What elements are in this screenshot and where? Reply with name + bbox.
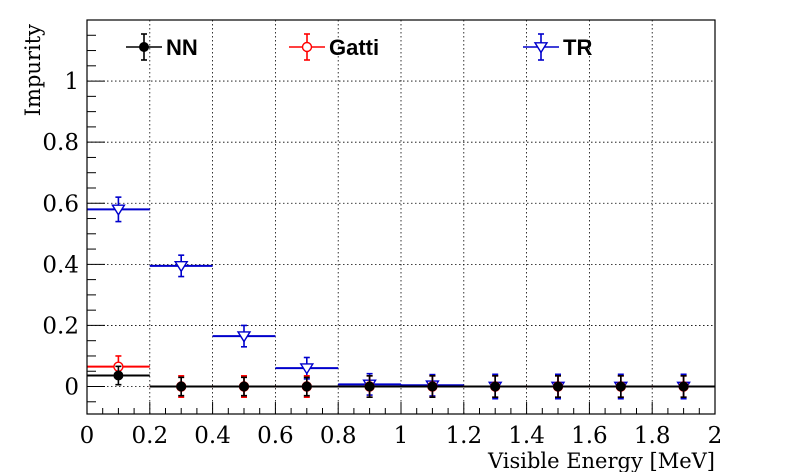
data-point-marker [113,370,124,381]
x-tick-label: 0 [80,423,95,449]
y-tick-label: 0.2 [42,313,79,339]
x-axis-title: Visible Energy [MeV] [487,449,715,472]
data-point-marker [139,42,149,52]
data-point-marker [176,381,187,392]
data-point [652,375,715,399]
y-tick-label: 0.8 [42,130,79,156]
data-point [149,254,213,278]
data-point-marker [533,42,549,54]
data-point-marker [427,381,438,392]
x-tick-label: 0.4 [194,423,231,449]
legend-label: NN [166,35,198,60]
legend-label: TR [563,35,592,60]
x-tick-label: 2 [708,423,723,449]
data-series [87,196,715,400]
axes: 0 0.2 0.4 0.6 0.8 1 1.2 1.4 1.6 1.8 2 0 0.2 0.4 0.6 0.8… [42,34,723,449]
data-point [275,376,339,397]
x-tick-label: 0.2 [132,423,169,449]
data-point-marker [301,41,313,53]
x-tick-label: 1.4 [508,423,545,449]
legend-entry-tr: TR [523,33,592,61]
series-nn [87,365,715,399]
y-tick-label: 0 [64,375,79,401]
x-tick-label: 1.2 [446,423,483,449]
x-tick-label: 1.8 [634,423,671,449]
data-point-marker [301,381,312,392]
x-tick-label: 0.6 [257,423,294,449]
y-tick-label: 0.4 [42,252,79,278]
data-point-marker [553,381,563,392]
data-point [275,356,339,380]
data-point [589,375,653,399]
legend-label: Gatti [329,35,379,60]
data-point-marker [299,363,315,375]
x-tick-label: 1.6 [571,423,608,449]
x-tick-label: 1 [394,423,409,449]
data-point-marker [678,381,689,392]
data-point [401,375,464,399]
data-point-marker [236,331,252,343]
data-point-marker [111,204,126,217]
data-point-marker [173,260,189,273]
x-tick-label: 0.8 [320,423,357,449]
data-point [212,324,276,348]
data-point [87,196,150,223]
legend: NN Gatti TR [126,33,592,61]
data-point [149,376,213,397]
data-point-marker [490,381,501,392]
data-point-marker [239,381,249,392]
data-point [212,376,276,397]
data-point-marker [364,381,375,392]
data-point [463,375,527,399]
data-point [338,375,401,399]
y-tick-label: 0.6 [42,191,79,217]
data-point-marker [615,381,626,392]
y-tick-label: 1 [64,69,79,95]
legend-entry-nn: NN [126,33,198,61]
legend-entry-gatti: Gatti [289,33,379,61]
y-axis-title: Impurity [21,24,45,116]
data-point [87,365,150,386]
data-point [526,375,590,399]
